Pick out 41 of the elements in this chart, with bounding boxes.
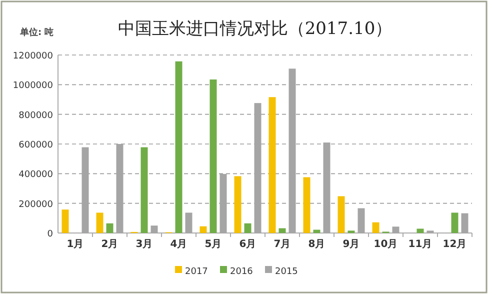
- bar: [140, 147, 148, 233]
- x-tick-label: 4月: [170, 239, 188, 250]
- x-tick-label: 3月: [136, 239, 153, 250]
- y-tick-label: 1000000: [12, 81, 54, 92]
- y-tick-label: 600000: [18, 140, 54, 150]
- chart-title: 中国玉米进口情况对比（2017.10）: [118, 19, 392, 39]
- y-tick-label: 200000: [18, 200, 54, 210]
- x-tick-label: 9月: [342, 239, 360, 250]
- bar: [244, 223, 252, 233]
- bar: [451, 212, 458, 233]
- bar: [175, 61, 182, 233]
- y-tick-label: 0: [47, 230, 54, 240]
- bar: [210, 79, 217, 233]
- x-tick-label: 8月: [308, 239, 326, 250]
- bar: [338, 196, 345, 233]
- x-tick-label: 7月: [274, 239, 291, 250]
- y-axis-title: 单位: 吨: [19, 27, 54, 38]
- bar: [106, 223, 114, 233]
- bar: [372, 222, 380, 233]
- x-tick-label: 10月: [374, 239, 398, 250]
- y-tick-label: 800000: [18, 110, 54, 121]
- bar: [303, 177, 310, 233]
- x-tick-label: 5月: [204, 239, 222, 250]
- y-tick-label: 1200000: [12, 52, 54, 62]
- legend-label: 2017: [185, 267, 208, 277]
- x-tick-label: 11月: [408, 239, 432, 250]
- bar: [96, 212, 104, 233]
- bar: [268, 97, 276, 233]
- bar: [200, 226, 207, 233]
- bar: [313, 230, 320, 233]
- x-tick-label: 2月: [101, 239, 118, 250]
- bar: [62, 210, 69, 233]
- bar: [416, 228, 424, 233]
- x-tick-label: 6月: [239, 239, 256, 250]
- x-tick-label: 1月: [66, 239, 84, 250]
- legend-label: 2016: [230, 267, 254, 277]
- legend-label: 2015: [275, 267, 298, 277]
- bar: [278, 228, 286, 233]
- x-tick-label: 12月: [442, 239, 467, 250]
- y-tick-label: 400000: [18, 170, 54, 180]
- bar: [234, 176, 242, 233]
